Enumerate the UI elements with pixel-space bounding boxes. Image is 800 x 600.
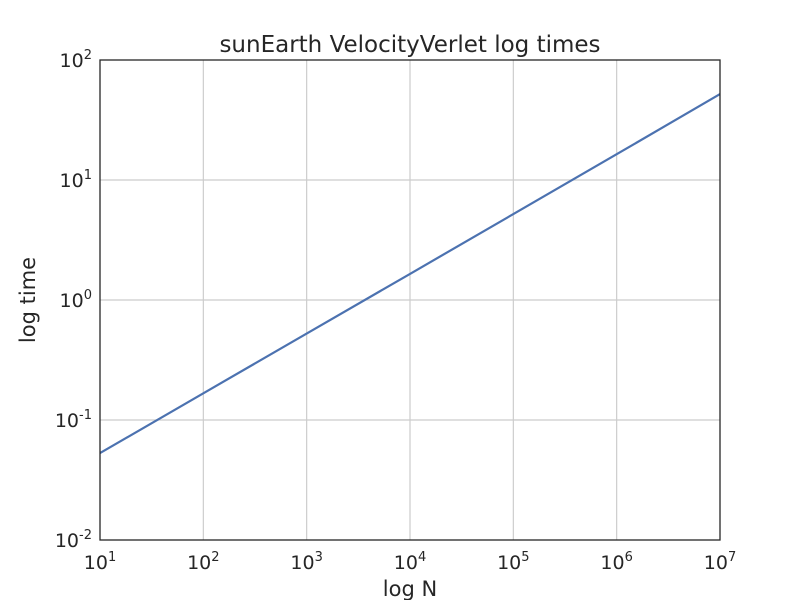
plot-frame [99, 59, 721, 541]
y-tick-label: 102 [60, 48, 92, 72]
x-tick-label: 106 [600, 550, 632, 574]
x-tick-label: 104 [394, 550, 426, 574]
x-axis-label: log N [383, 577, 437, 600]
y-tick-labels: 10-2 10-1 100 101 102 [55, 48, 92, 552]
y-tick-label: 100 [60, 288, 92, 312]
chart-title: sunEarth VelocityVerlet log times [219, 32, 600, 58]
y-axis-label: log time [16, 257, 40, 343]
series-line [99, 93, 721, 455]
x-tick-label: 107 [704, 550, 736, 574]
x-tick-label: 102 [187, 550, 219, 574]
x-tick-labels: 101 102 103 104 105 106 107 [84, 550, 736, 574]
y-tick-label: 10-2 [55, 528, 92, 552]
grid [100, 60, 720, 540]
y-tick-label: 10-1 [55, 408, 92, 432]
x-tick-label: 105 [497, 550, 529, 574]
y-tick-label: 101 [60, 168, 92, 192]
series-layer [99, 93, 721, 455]
x-tick-label: 103 [290, 550, 322, 574]
x-tick-label: 101 [84, 550, 116, 574]
